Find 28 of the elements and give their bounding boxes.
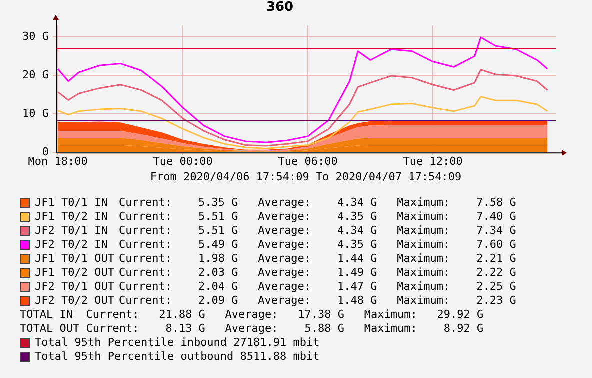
text: Current: 5.35 G Average: 4.34 G Maximum: 7.58 G [119,196,516,210]
text: Current: 1.98 G Average: 1.44 G Maximum: 2.21 G [119,252,516,266]
x-tick-label: Tue 00:00 [153,155,213,168]
text: TOTAL OUT Current: 8.13 G Average: 5.88 G Maximum: 8.92 G [20,322,484,336]
text: Current: 2.03 G Average: 1.49 G Maximum: 2.22 G [119,266,516,280]
legend-label: JF1 T0/2 IN [35,210,109,224]
chart-title: 360 [266,0,294,16]
text: Current: 2.04 G Average: 1.47 G Maximum: 2.25 G [119,280,516,294]
x-tick-label: Tue 12:00 [403,155,463,168]
legend-label: JF1 T0/2 OUT [35,266,116,280]
text: Current: 5.51 G Average: 4.35 G Maximum: 7.40 G [119,210,516,224]
y-tick-label: 20 G [22,68,49,82]
legend-label: JF1 T0/1 OUT [35,252,116,266]
legend-label: JF1 T0/1 IN [35,196,109,210]
legend-label: JF2 T0/1 OUT [35,280,116,294]
x-axis-title: From 2020/04/06 17:54:09 To 2020/04/07 17:54:09 [150,170,462,184]
legend-label: Total 95th Percentile outbound 8511.88 mbit [35,350,320,364]
text: Current: 2.09 G Average: 1.48 G Maximum: 2.23 G [119,294,516,308]
legend-label: Total 95th Percentile inbound 27181.91 mbit [35,336,320,350]
y-tick-label: 10 G [22,106,49,120]
legend-label: JF2 T0/2 OUT [35,294,116,308]
text: Current: 5.51 G Average: 4.34 G Maximum: 7.34 G [119,224,516,238]
text: Current: 5.49 G Average: 4.35 G Maximum: 7.60 G [119,238,516,252]
legend-label: JF2 T0/2 IN [35,238,109,252]
y-tick-label: 30 G [22,30,49,44]
legend-label: JF2 T0/1 IN [35,224,109,238]
text: TOTAL IN Current: 21.88 G Average: 17.38 G Maximum: 29.92 G [20,308,484,322]
x-tick-label: Tue 06:00 [278,155,338,168]
